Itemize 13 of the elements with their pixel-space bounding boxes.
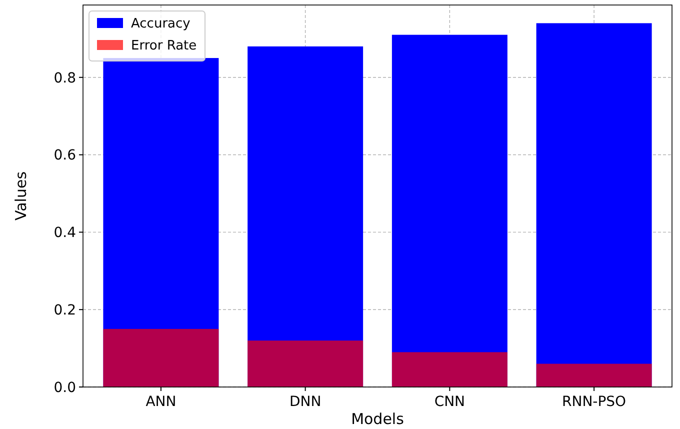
legend-label: Error Rate	[131, 38, 197, 54]
y-tick-label: 0.2	[54, 302, 76, 318]
x-tick-label: DNN	[289, 394, 322, 410]
y-tick-label: 0.6	[54, 148, 76, 164]
y-axis-title: Values	[12, 171, 30, 221]
x-axis-title: Models	[351, 410, 404, 428]
x-tick-label: ANN	[146, 394, 176, 410]
y-tick-label: 0.8	[54, 70, 76, 86]
x-tick-label: CNN	[434, 394, 466, 410]
legend-label: Accuracy	[131, 16, 191, 32]
y-tick-label: 0.0	[54, 380, 76, 396]
x-tick-label: RNN-PSO	[562, 394, 626, 410]
y-tick-label: 0.4	[54, 225, 76, 242]
